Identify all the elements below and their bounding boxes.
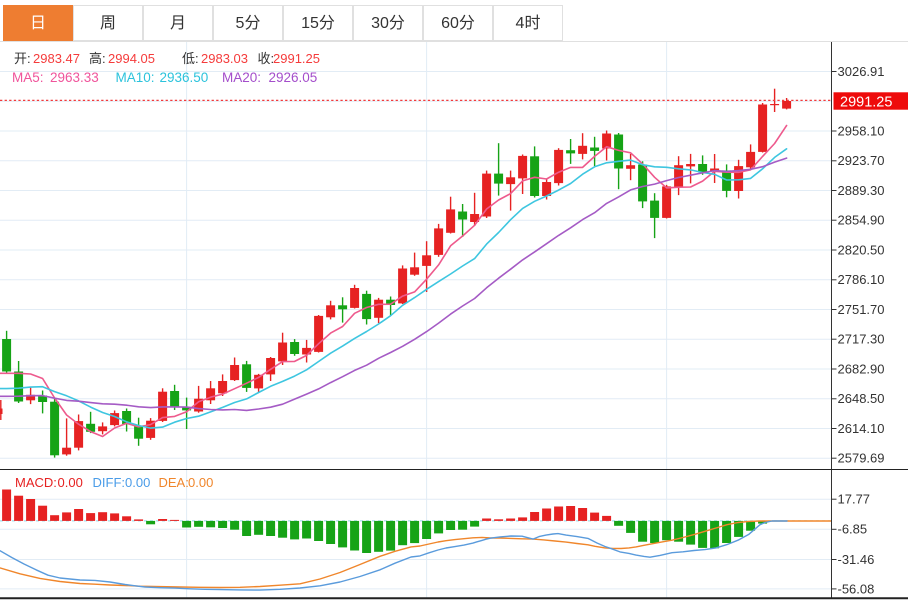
svg-text:MA10:: MA10: xyxy=(116,70,155,85)
svg-text:2648.50: 2648.50 xyxy=(838,391,885,406)
svg-text:0.00: 0.00 xyxy=(58,475,83,490)
svg-text:2682.90: 2682.90 xyxy=(838,361,885,376)
svg-text:MA5:: MA5: xyxy=(12,70,44,85)
svg-text:低:: 低: xyxy=(182,51,199,66)
svg-text:DIFF:: DIFF: xyxy=(93,475,126,490)
svg-text:2963.33: 2963.33 xyxy=(50,70,99,85)
svg-text:2983.47: 2983.47 xyxy=(33,51,80,66)
svg-text:0.00: 0.00 xyxy=(125,475,150,490)
svg-text:0.00: 0.00 xyxy=(188,475,213,490)
svg-text:2936.50: 2936.50 xyxy=(160,70,209,85)
svg-text:2923.70: 2923.70 xyxy=(838,153,885,168)
svg-text:2926.05: 2926.05 xyxy=(269,70,318,85)
svg-text:开:: 开: xyxy=(14,51,31,66)
svg-text:2854.90: 2854.90 xyxy=(838,213,885,228)
svg-text:MA20:: MA20: xyxy=(222,70,261,85)
svg-text:2717.30: 2717.30 xyxy=(838,332,885,347)
svg-text:2579.69: 2579.69 xyxy=(838,451,885,466)
svg-text:3026.91: 3026.91 xyxy=(838,64,885,79)
svg-text:收:: 收: xyxy=(258,51,275,66)
svg-text:-6.85: -6.85 xyxy=(838,522,868,537)
svg-text:2994.05: 2994.05 xyxy=(108,51,155,66)
svg-text:MACD:: MACD: xyxy=(15,475,57,490)
svg-text:2786.10: 2786.10 xyxy=(838,272,885,287)
svg-text:2983.03: 2983.03 xyxy=(201,51,248,66)
svg-text:2614.10: 2614.10 xyxy=(838,421,885,436)
svg-text:-56.08: -56.08 xyxy=(838,581,875,596)
svg-text:2820.50: 2820.50 xyxy=(838,242,885,257)
svg-text:2991.25: 2991.25 xyxy=(840,94,892,110)
svg-text:2991.25: 2991.25 xyxy=(273,51,320,66)
svg-text:17.77: 17.77 xyxy=(838,492,871,507)
svg-text:-31.46: -31.46 xyxy=(838,552,875,567)
svg-text:高:: 高: xyxy=(89,51,106,66)
svg-text:2889.30: 2889.30 xyxy=(838,183,885,198)
svg-text:DEA:: DEA: xyxy=(159,475,189,490)
svg-text:2751.70: 2751.70 xyxy=(838,302,885,317)
svg-text:2958.10: 2958.10 xyxy=(838,123,885,138)
